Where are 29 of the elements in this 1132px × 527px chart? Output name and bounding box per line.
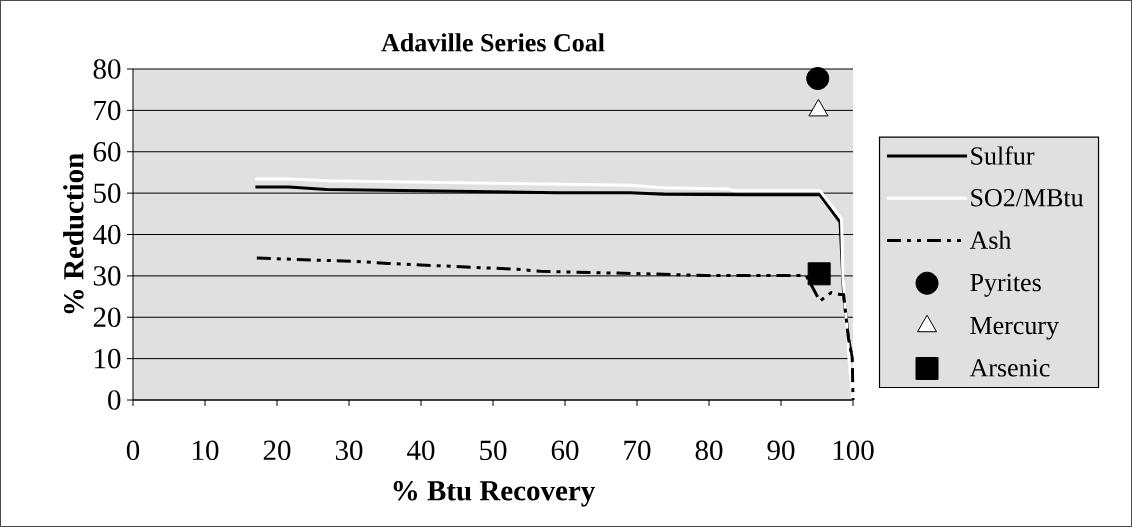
y-tick-label: 50	[94, 183, 121, 203]
x-tick-label: 0	[126, 440, 140, 461]
x-tick-label: 10	[193, 440, 219, 461]
chart-title: Adaville Series Coal	[381, 33, 605, 52]
y-tick-label: 0	[108, 390, 121, 410]
legend-label: SO2/MBtu	[971, 188, 1084, 207]
y-axis-title: % Reduction	[63, 153, 84, 314]
legend-label: Mercury	[970, 316, 1059, 340]
x-tick-label: 60	[551, 440, 579, 461]
y-tick-label: 80	[93, 59, 121, 79]
y-tick-label: 10	[95, 348, 121, 369]
legend-label: Ash	[969, 230, 1012, 249]
x-tick-label: 40	[407, 440, 435, 461]
x-tick-label: 90	[767, 440, 795, 461]
legend-label: Pyrites	[970, 273, 1041, 297]
y-tick-label: 70	[94, 100, 121, 121]
legend-label: Arsenic	[969, 359, 1050, 377]
y-tick-label: 30	[93, 266, 121, 286]
x-tick-label: 30	[335, 440, 363, 461]
x-tick-label: 20	[263, 440, 291, 461]
legend-label: Sulfur	[971, 146, 1035, 165]
y-tick-label: 40	[93, 224, 121, 245]
x-tick-label: 80	[695, 440, 723, 461]
x-tick-label: 70	[624, 440, 651, 461]
y-tick-label: 20	[93, 307, 121, 328]
x-axis-title: % Btu Recovery	[393, 480, 596, 507]
x-tick-label: 100	[833, 440, 874, 461]
x-tick-label: 50	[480, 440, 507, 461]
y-tick-label: 60	[93, 141, 121, 162]
